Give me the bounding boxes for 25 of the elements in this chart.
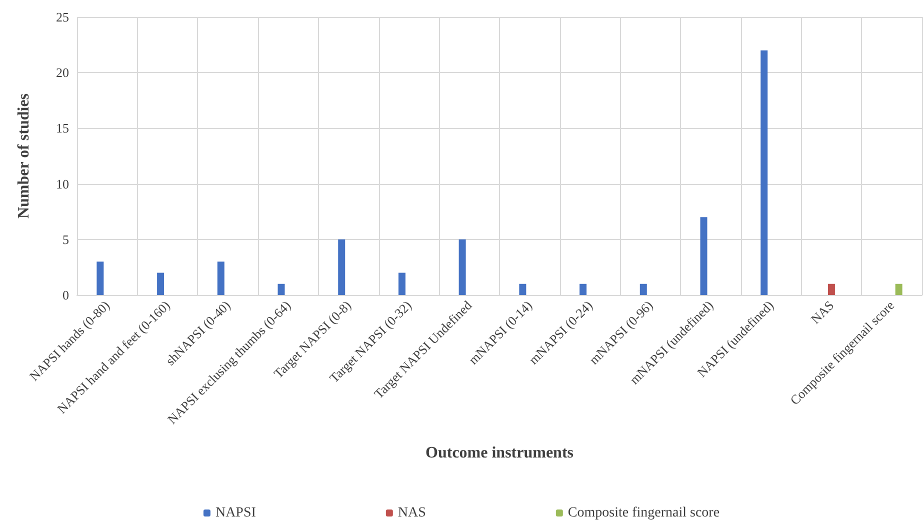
y-axis-title: Number of studies bbox=[16, 93, 32, 219]
bar bbox=[338, 239, 346, 295]
bar bbox=[157, 272, 164, 295]
legend-label: NAPSI bbox=[215, 506, 256, 520]
bar bbox=[828, 284, 835, 295]
y-tick-label: 25 bbox=[56, 10, 69, 24]
bar bbox=[760, 50, 768, 295]
bar bbox=[895, 284, 902, 295]
y-tick-label: 5 bbox=[62, 232, 69, 247]
y-tick-label: 0 bbox=[62, 288, 69, 302]
bar bbox=[278, 284, 285, 295]
x-axis-title: Outcome instruments bbox=[426, 444, 574, 462]
legend-label: Composite fingernail score bbox=[568, 506, 720, 520]
y-tick-label: 15 bbox=[56, 120, 69, 136]
bar bbox=[96, 262, 104, 295]
bar bbox=[217, 262, 224, 295]
legend-label: NAS bbox=[398, 506, 426, 520]
bar bbox=[700, 217, 708, 295]
bar bbox=[580, 284, 587, 295]
bar bbox=[519, 284, 526, 295]
y-tick-label: 20 bbox=[56, 65, 69, 80]
bar bbox=[458, 239, 466, 295]
y-tick-label: 10 bbox=[56, 176, 69, 192]
bar bbox=[398, 272, 406, 295]
bar bbox=[640, 284, 647, 295]
